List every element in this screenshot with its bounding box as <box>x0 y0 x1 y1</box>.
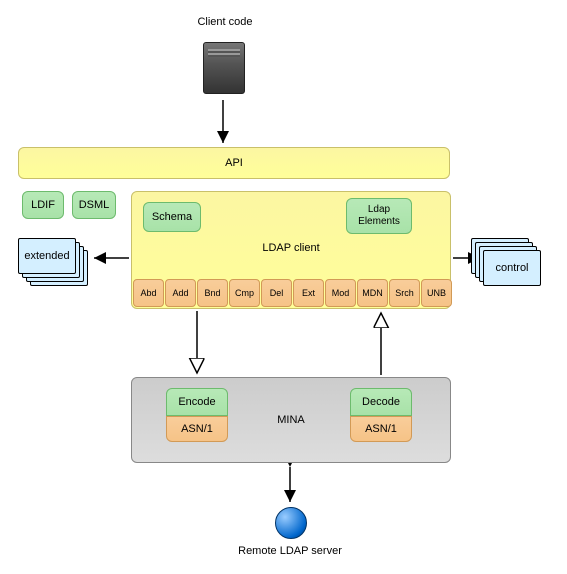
asn1-right-label: ASN/1 <box>365 423 397 435</box>
op-del: Del <box>261 279 292 307</box>
operations-row: AbdAddBndCmpDelExtModMDNSrchUNB <box>133 279 453 307</box>
ldif-label: LDIF <box>31 199 55 211</box>
ldif-box: LDIF <box>22 191 64 219</box>
op-add: Add <box>165 279 196 307</box>
decode-box: Decode <box>350 388 412 416</box>
op-mdn: MDN <box>357 279 388 307</box>
control-label: control <box>483 250 541 286</box>
asn1-right-box: ASN/1 <box>350 416 412 442</box>
op-unb: UNB <box>421 279 452 307</box>
encode-label: Encode <box>178 396 215 408</box>
remote-label: Remote LDAP server <box>200 545 380 557</box>
asn1-left-label: ASN/1 <box>181 423 213 435</box>
op-cmp: Cmp <box>229 279 260 307</box>
schema-box: Schema <box>143 202 201 232</box>
encode-box: Encode <box>166 388 228 416</box>
op-ext: Ext <box>293 279 324 307</box>
globe-icon <box>275 507 307 539</box>
dsml-label: DSML <box>79 199 110 211</box>
extended-label: extended <box>18 238 76 274</box>
op-abd: Abd <box>133 279 164 307</box>
asn1-left-box: ASN/1 <box>166 416 228 442</box>
api-box: API <box>18 147 450 179</box>
dsml-box: DSML <box>72 191 116 219</box>
op-bnd: Bnd <box>197 279 228 307</box>
api-label: API <box>225 157 243 169</box>
ldap-elements-label: Ldap Elements <box>347 204 411 228</box>
op-srch: Srch <box>389 279 420 307</box>
server-icon <box>203 42 245 94</box>
ldap-elements-box: Ldap Elements <box>346 198 412 234</box>
mina-label: MINA <box>277 414 305 426</box>
client-code-label: Client code <box>160 16 290 28</box>
schema-label: Schema <box>152 211 192 223</box>
decode-label: Decode <box>362 396 400 408</box>
op-mod: Mod <box>325 279 356 307</box>
ldap-client-label: LDAP client <box>262 242 319 254</box>
